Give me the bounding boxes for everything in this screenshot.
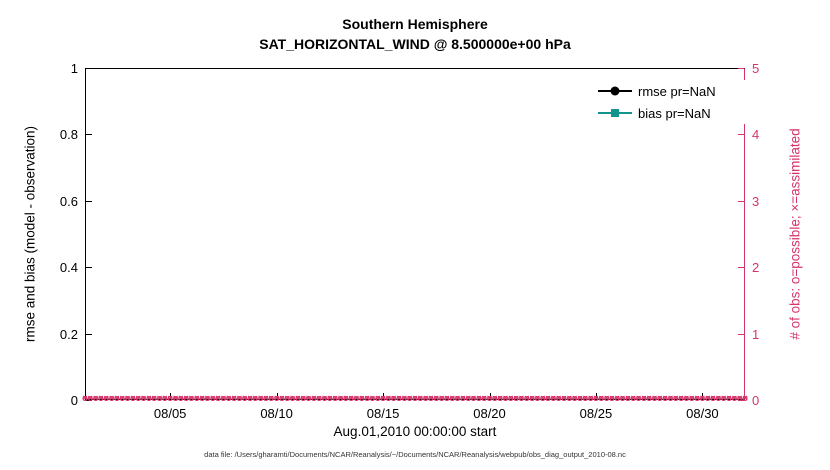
left-tick-mark [86,68,92,69]
legend-label-rmse: rmse pr=NaN [638,83,716,99]
left-y-tick-label: 0.8 [59,127,78,143]
right-y-tick-label: 2 [752,260,760,276]
left-y-tick-label: 0.4 [59,260,78,276]
left-tick-mark [86,400,92,401]
left-y-axis-label: rmse and bias (model - observation) [22,125,38,343]
left-tick-mark [86,200,92,202]
x-tick-label: 08/25 [579,406,613,421]
chart-title: Southern Hemisphere [342,16,488,32]
x-tick-mark [170,393,172,399]
left-y-tick-label: 0 [70,393,78,408]
x-tick-mark [276,393,278,399]
x-tick-label: 08/05 [153,406,187,421]
x-axis-label: Aug.01,2010 00:00:00 start [333,424,497,439]
rmse-line-sample [598,85,632,97]
right-y-tick-label: 1 [752,326,760,342]
x-tick-mark [383,393,385,399]
x-tick-label: 08/30 [686,406,719,421]
right-y-tick-label: 5 [752,61,760,76]
right-tick-mark [738,134,744,136]
bias-square-marker-icon [611,109,619,117]
legend-item-rmse: rmse pr=NaN [598,80,748,102]
rmse-circle-marker-icon [610,86,620,96]
bias-line-sample [598,107,632,119]
right-tick-mark [738,400,744,401]
right-y-tick-label: 4 [752,127,760,143]
data-file-note: data file: /Users/gharamti/Documents/NCA… [204,450,626,459]
left-tick-mark [86,333,92,335]
chart-subtitle: SAT_HORIZONTAL_WIND @ 8.500000e+00 hPa [259,36,571,52]
x-tick-mark [702,393,704,399]
x-tick-mark [489,393,491,399]
x-tick-label: 08/15 [366,406,400,421]
right-tick-mark [738,267,744,269]
right-y-tick-label: 0 [752,393,760,408]
left-y-tick-label: 0.6 [59,193,78,209]
left-tick-mark [86,134,92,136]
right-y-tick-label: 3 [752,193,760,209]
left-y-tick-label: 1 [70,61,78,76]
right-tick-mark [738,333,744,335]
right-y-axis-label: # of obs: o=possible; ×=assimilated [787,128,803,340]
right-tick-mark [738,68,744,69]
legend: rmse pr=NaN bias pr=NaN [598,80,748,124]
left-tick-mark [86,267,92,269]
x-tick-label: 08/20 [473,406,506,421]
legend-label-bias: bias pr=NaN [638,105,711,121]
x-tick-label: 08/10 [260,406,293,421]
legend-item-bias: bias pr=NaN [598,102,748,124]
x-tick-mark [595,393,597,399]
left-y-tick-label: 0.2 [59,326,78,342]
right-tick-mark [738,200,744,202]
